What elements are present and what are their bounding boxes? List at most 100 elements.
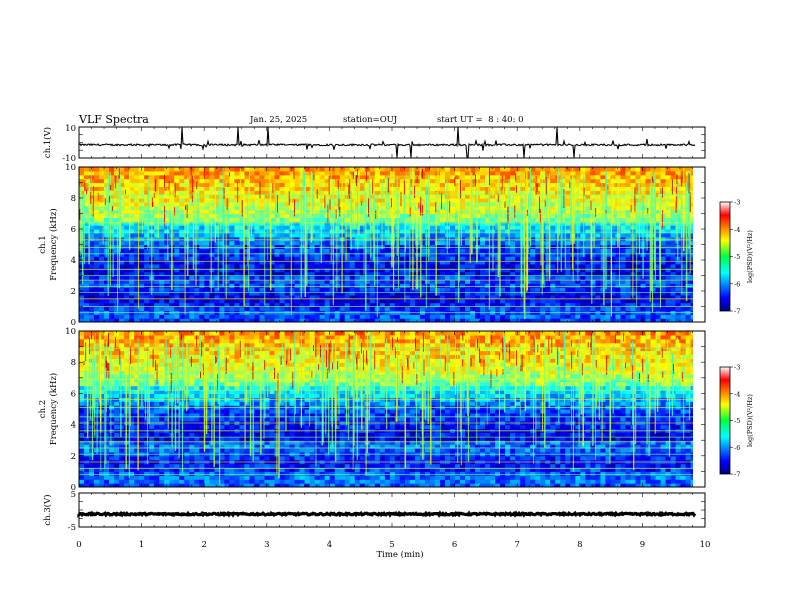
ch1-spectrogram-cell xyxy=(680,267,687,273)
ch1-spectrogram-cell xyxy=(364,198,371,203)
ch1-spectrogram-cell xyxy=(470,263,476,269)
ch1-spectrogram-cell xyxy=(279,287,286,292)
ch1-spectrogram-cell xyxy=(289,229,296,234)
ch1-spectrogram-cell xyxy=(354,275,361,280)
ch1-spectrogram-cell xyxy=(364,229,371,234)
ch1-spectrogram-cell xyxy=(500,302,506,308)
ch1-spectrogram-cell xyxy=(109,260,115,265)
ch1-spectrogram-cell xyxy=(530,298,536,304)
ch1-spectrogram-cell xyxy=(535,213,541,218)
ch1-spectrogram-cell xyxy=(189,260,195,265)
ch1-spectrogram-cell xyxy=(670,170,677,176)
ch1-spectrogram-cell xyxy=(465,244,471,249)
ch1-spectrogram-cell xyxy=(434,314,441,319)
ch1-spectrogram-cell xyxy=(254,194,261,199)
ch1-spectrogram-cell xyxy=(299,213,306,218)
ch1-spectrogram-cell xyxy=(485,248,491,253)
ch1-spectrogram-cell xyxy=(459,283,466,288)
ch1-spectrogram-cell xyxy=(279,190,286,195)
ch1-spectrogram-cell xyxy=(109,256,115,261)
ch1-spectrogram-cell xyxy=(640,170,647,176)
ch1-spectrogram-cell xyxy=(429,283,436,288)
ch1-spectrogram-cell xyxy=(314,232,321,238)
ch1-spectrogram-cell xyxy=(424,298,431,304)
ch1-spectrogram-cell xyxy=(354,271,361,277)
ch1-spectrogram-cell xyxy=(404,291,411,296)
ch1-spectrogram-cell xyxy=(229,283,235,288)
ch1-spectrogram-cell xyxy=(334,221,341,226)
ch1-spectrogram-cell xyxy=(164,298,170,304)
ch1-spectrogram-cell xyxy=(234,271,241,277)
ch1-spectrogram-cell xyxy=(409,298,416,304)
ch1-spectrogram-cell xyxy=(424,178,431,184)
ch1-spectrogram-cell xyxy=(470,229,476,234)
ch1-spectrogram-cell xyxy=(359,186,366,191)
ch1-spectrogram-cell xyxy=(550,279,556,284)
ch1-spectrogram-cell xyxy=(249,294,256,300)
ch1-spectrogram-cell xyxy=(640,318,647,322)
ch1-spectrogram-cell xyxy=(595,174,601,180)
ch1-spectrogram-cell xyxy=(610,248,616,253)
ch1-spectrogram-cell xyxy=(304,174,311,180)
ch1-spectrogram-cell xyxy=(344,182,351,187)
ch1-spectrogram-cell xyxy=(119,190,125,195)
ch1-spectrogram-cell xyxy=(189,229,195,234)
ch1-spectrogram-cell xyxy=(179,236,185,242)
ch1-spectrogram-cell xyxy=(459,298,466,304)
ch1-spectrogram-cell xyxy=(204,291,210,296)
ch1-spectrogram-cell xyxy=(560,182,566,187)
ch1-spectrogram-cell xyxy=(209,275,215,280)
ch1-spectrogram-cell xyxy=(274,287,281,292)
ch1-spectrogram-cell xyxy=(545,217,551,222)
ch1-spectrogram-cell xyxy=(344,267,351,273)
ch1-spectrogram-cell xyxy=(194,167,200,172)
ch1-spectrogram-cell xyxy=(324,256,331,261)
ch1-spectrogram-cell xyxy=(164,279,170,284)
ch1-spectrogram-cell xyxy=(680,256,687,261)
ch1-spectrogram-cell xyxy=(124,283,130,288)
ch1-spectrogram-cell xyxy=(429,306,436,311)
ch1-spectrogram-cell xyxy=(239,283,246,288)
ch1-spectrogram-cell xyxy=(545,190,551,195)
ch1-spectrogram-cell xyxy=(645,252,652,257)
ch1-spectrogram-cell xyxy=(565,190,571,195)
ch1-spectrogram-cell xyxy=(394,291,401,296)
ch1-spectrogram-cell xyxy=(655,182,662,187)
ch1-spectrogram-cell xyxy=(625,271,632,277)
ch1-spectrogram-cell xyxy=(284,190,291,195)
ch1-spectrogram-cell xyxy=(144,244,150,249)
ch1-spectrogram-cell xyxy=(164,170,170,176)
ch1-spectrogram-cell xyxy=(334,217,341,222)
ch1-spectrogram-cell xyxy=(394,283,401,288)
ch1-spectrogram-cell xyxy=(329,198,336,203)
ch1-spectrogram-cell xyxy=(294,248,301,253)
ch1-spectrogram-cell xyxy=(555,279,561,284)
ch1-spectrogram-cell xyxy=(234,291,241,296)
ch1-spectrogram-cell xyxy=(319,271,326,277)
ch1-spectrogram-cell xyxy=(610,263,616,269)
ch1-spectrogram-cell xyxy=(169,182,175,187)
ch1-spectrogram-cell xyxy=(184,279,190,284)
ch1-spectrogram-cell xyxy=(274,240,281,246)
ch1-spectrogram-cell xyxy=(294,294,301,300)
ch1-spectrogram-cell xyxy=(670,209,677,215)
ch1-spectrogram-cell xyxy=(279,167,286,172)
ch1-spectrogram-cell xyxy=(84,198,90,203)
ch1-spectrogram-cell xyxy=(119,314,125,319)
ch1-spectrogram-cell xyxy=(164,294,170,300)
ch1-spectrogram-cell xyxy=(434,294,441,300)
ch1-spectrogram-cell xyxy=(465,260,471,265)
ch1-spectrogram-cell xyxy=(259,263,266,269)
ch1-spectrogram-cell xyxy=(510,275,516,280)
ch1-spectrogram-cell xyxy=(154,213,160,218)
ch1-spectrogram-cell xyxy=(680,252,687,257)
ch1-spectrogram-cell xyxy=(334,275,341,280)
ch1-spectrogram-cell xyxy=(234,190,241,195)
ch1-spectrogram-cell xyxy=(595,225,601,230)
ch1-spectrogram-cell xyxy=(565,217,571,222)
ch1-spectrogram-cell xyxy=(439,314,446,319)
ch1-spectrogram-cell xyxy=(459,232,466,238)
ch1-spectrogram-cell xyxy=(354,294,361,300)
ch1-spectrogram-cell xyxy=(670,287,677,292)
ch1-spectrogram-cell xyxy=(199,229,205,234)
